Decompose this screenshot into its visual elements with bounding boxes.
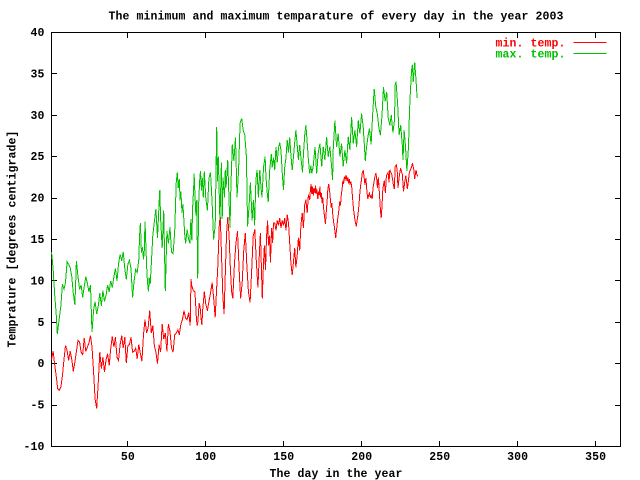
svg-text:100: 100 — [195, 451, 216, 464]
svg-text:250: 250 — [429, 451, 450, 464]
svg-text:35: 35 — [30, 68, 44, 81]
svg-text:min. temp.: min. temp. — [495, 38, 565, 51]
svg-text:15: 15 — [30, 234, 44, 247]
svg-text:The day in the year: The day in the year — [269, 468, 402, 480]
svg-text:The minimum and maximum tempar: The minimum and maximum temparature of e… — [108, 11, 563, 24]
svg-text:Temprature [degrees centigrade: Temprature [degrees centigrade] — [7, 130, 20, 347]
svg-text:10: 10 — [30, 275, 44, 288]
svg-text:200: 200 — [351, 451, 372, 464]
svg-text:0: 0 — [37, 358, 44, 371]
svg-text:40: 40 — [30, 27, 44, 40]
svg-text:350: 350 — [585, 451, 606, 464]
svg-text:-5: -5 — [30, 400, 44, 413]
svg-text:5: 5 — [37, 317, 44, 330]
svg-text:25: 25 — [30, 151, 44, 164]
svg-text:300: 300 — [507, 451, 528, 464]
svg-text:max. temp.: max. temp. — [495, 49, 565, 62]
svg-text:-10: -10 — [23, 441, 44, 454]
svg-text:50: 50 — [121, 451, 135, 464]
svg-text:30: 30 — [30, 110, 44, 123]
svg-text:150: 150 — [273, 451, 294, 464]
svg-text:20: 20 — [30, 193, 44, 206]
